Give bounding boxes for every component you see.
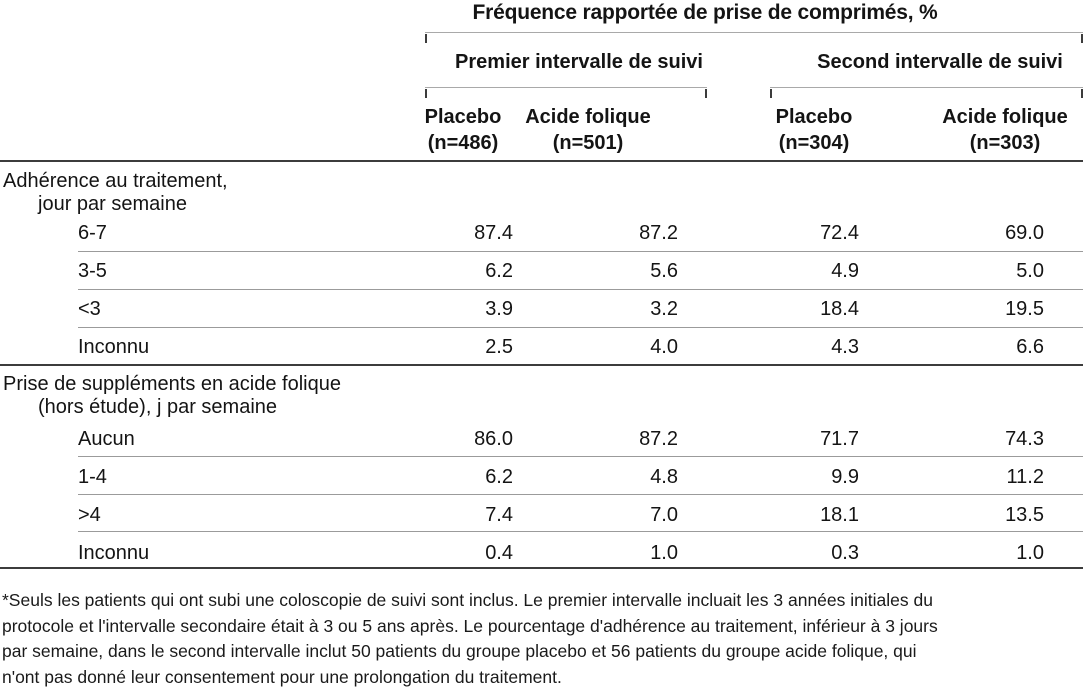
cell-value: 18.4: [820, 298, 859, 320]
column-header-acide-folique-2: Acide folique (n=303): [920, 104, 1087, 156]
cell-value: 13.5: [1005, 504, 1044, 526]
cell-value: 86.0: [474, 428, 513, 450]
section-title-line1: Prise de suppléments en acide folique: [3, 373, 341, 395]
row-divider: [78, 327, 1083, 328]
row-label: <3: [78, 298, 101, 320]
column-header-n: (n=501): [552, 132, 624, 154]
tick-right: [1081, 34, 1083, 43]
column-group-premier: Premier intervalle de suivi: [455, 51, 703, 73]
cell-value: 87.2: [639, 428, 678, 450]
cell-value: 7.4: [485, 504, 513, 526]
column-header-name: Placebo: [775, 106, 853, 128]
cell-value: 2.5: [485, 336, 513, 358]
table-row: Inconnu 2.5 4.0 4.3 6.6: [0, 334, 1083, 360]
row-label: Inconnu: [78, 542, 150, 564]
cell-value: 9.9: [831, 466, 859, 488]
row-divider: [78, 531, 1083, 532]
row-label: 6-7: [78, 222, 107, 244]
column-header-placebo-2: Placebo (n=304): [729, 104, 899, 156]
column-header-acide-folique-1: Acide folique (n=501): [503, 104, 673, 156]
cell-value: 4.0: [650, 336, 678, 358]
row-divider: [78, 251, 1083, 252]
row-divider: [78, 456, 1083, 457]
cell-value: 87.4: [474, 222, 513, 244]
table-row: <3 3.9 3.2 18.4 19.5: [0, 296, 1083, 322]
tick-right: [705, 89, 707, 98]
footnote-line: *Seuls les patients qui ont subi une col…: [2, 590, 933, 610]
cell-value: 1.0: [1016, 542, 1044, 564]
row-divider: [78, 494, 1083, 495]
cell-value: 5.0: [1016, 260, 1044, 282]
column-header-name: Acide folique: [525, 106, 651, 128]
cell-value: 72.4: [820, 222, 859, 244]
section-title-line2: jour par semaine: [38, 193, 187, 215]
cell-value: 19.5: [1005, 298, 1044, 320]
footnote-line: par semaine, dans le second intervalle i…: [2, 641, 917, 661]
cell-value: 5.6: [650, 260, 678, 282]
cell-value: 11.2: [1006, 466, 1044, 488]
table-row: 1-4 6.2 4.8 9.9 11.2: [0, 464, 1083, 490]
column-header-n: (n=303): [969, 132, 1041, 154]
cell-value: 4.9: [831, 260, 859, 282]
table-row: 3-5 6.2 5.6 4.9 5.0: [0, 258, 1083, 284]
row-label: Aucun: [78, 428, 135, 450]
table-row: Aucun 86.0 87.2 71.7 74.3: [0, 426, 1083, 452]
row-label: 1-4: [78, 466, 107, 488]
group-rule-premier: [425, 87, 707, 98]
cell-value: 74.3: [1005, 428, 1044, 450]
row-label: >4: [78, 504, 101, 526]
column-header-n: (n=304): [778, 132, 850, 154]
section-title-line2: (hors étude), j par semaine: [38, 396, 278, 418]
cell-value: 3.9: [485, 298, 513, 320]
columns-rule: [0, 160, 1083, 162]
cell-value: 1.0: [650, 542, 678, 564]
group-rule-second: [770, 87, 1083, 98]
tick-left: [425, 34, 427, 43]
header-rule: [425, 32, 1083, 43]
cell-value: 6.6: [1016, 336, 1044, 358]
column-header-n: (n=486): [427, 132, 499, 154]
cell-value: 4.3: [831, 336, 859, 358]
section-rule: [0, 364, 1083, 366]
column-group-second: Second intervalle de suivi: [817, 51, 1063, 73]
cell-value: 87.2: [639, 222, 678, 244]
tick-left: [425, 89, 427, 98]
table-row: Inconnu 0.4 1.0 0.3 1.0: [0, 540, 1083, 566]
cell-value: 18.1: [820, 504, 859, 526]
cell-value: 3.2: [650, 298, 678, 320]
cell-value: 71.7: [820, 428, 859, 450]
table-row: 6-7 87.4 87.2 72.4 69.0: [0, 220, 1083, 246]
table-row: >4 7.4 7.0 18.1 13.5: [0, 502, 1083, 528]
column-header-name: Acide folique: [942, 106, 1068, 128]
cell-value: 6.2: [485, 466, 513, 488]
column-header-name: Placebo: [424, 106, 502, 128]
footnote-line: n'ont pas donné leur consentement pour u…: [2, 666, 562, 687]
tick-left: [770, 89, 772, 98]
tick-right: [1081, 89, 1083, 98]
row-label: Inconnu: [78, 336, 150, 358]
section-title-line1: Adhérence au traitement,: [3, 170, 228, 192]
cell-value: 6.2: [485, 260, 513, 282]
row-label: 3-5: [78, 260, 107, 282]
cell-value: 0.4: [485, 542, 513, 564]
bottom-rule: [0, 567, 1083, 569]
cell-value: 69.0: [1005, 222, 1044, 244]
table-title: Fréquence rapportée de prise de comprimé…: [472, 1, 938, 24]
footnote: *Seuls les patients qui ont subi une col…: [2, 588, 1086, 690]
cell-value: 7.0: [650, 504, 678, 526]
cell-value: 0.3: [831, 542, 859, 564]
footnote-line: protocole et l'intervalle secondaire éta…: [2, 615, 938, 636]
row-divider: [78, 289, 1083, 290]
cell-value: 4.8: [650, 466, 678, 488]
column-header-placebo-1: Placebo (n=486): [378, 104, 548, 156]
